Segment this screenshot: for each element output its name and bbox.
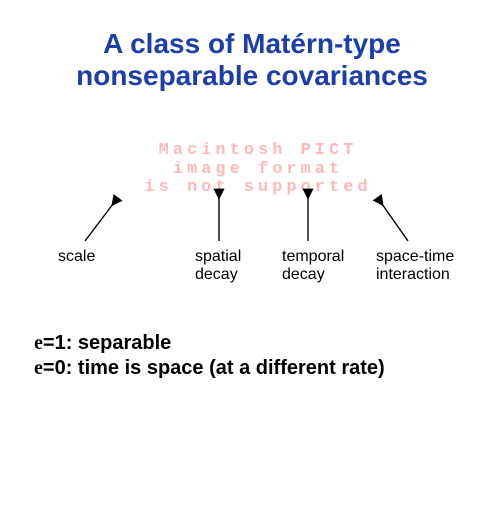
label-scale: scale: [58, 248, 95, 266]
bullet-0: e=1: separable: [34, 332, 385, 355]
bullets: e=1: separablee=0: time is space (at a d…: [34, 332, 385, 382]
epsilon-symbol: e: [34, 357, 43, 379]
slide: A class of Matérn-typenonseparable covar…: [0, 0, 504, 505]
arrow-spacetime: [382, 204, 408, 241]
label-spatial: spatial decay: [195, 248, 241, 284]
epsilon-symbol: e: [34, 332, 43, 354]
arrow-scale: [85, 204, 113, 241]
label-temporal: temporal decay: [282, 248, 344, 284]
bullet-1: e=0: time is space (at a different rate): [34, 357, 385, 380]
label-spacetime: space-time interaction: [376, 248, 454, 284]
